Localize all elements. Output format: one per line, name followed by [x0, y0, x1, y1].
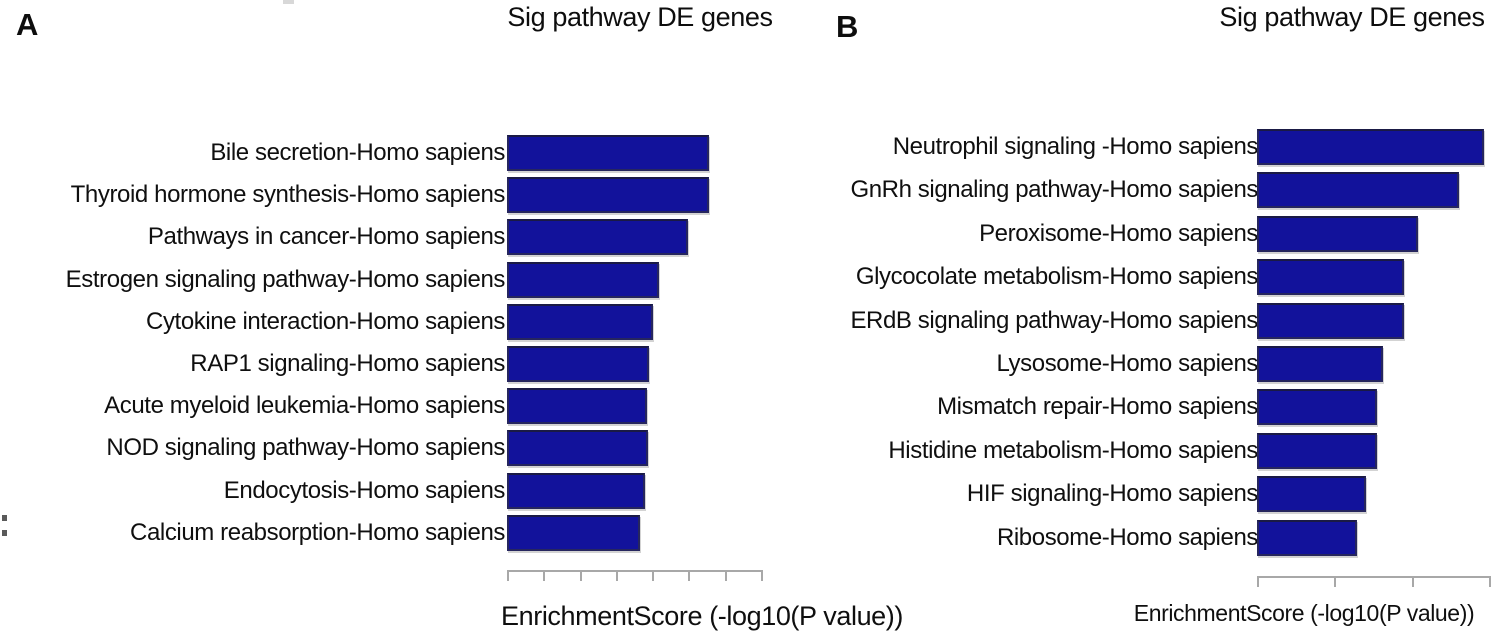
- x-axis-tick: [507, 570, 509, 581]
- bar: [507, 388, 647, 424]
- bar: [507, 219, 688, 255]
- bar: [1257, 303, 1404, 339]
- bar: [507, 515, 640, 551]
- x-axis-tick: [652, 570, 654, 581]
- panel-b-x-axis-label: EnrichmentScore (-log10(P value)): [1133, 600, 1475, 626]
- scan-artifact-left-dot-2: [2, 530, 7, 536]
- x-axis-tick: [580, 570, 582, 581]
- bar: [1257, 346, 1383, 382]
- scan-artifact-top: [283, 0, 294, 4]
- panel-a-title: Sig pathway DE genes: [507, 2, 773, 32]
- bar-label: Cytokine interaction-Homo sapiens: [146, 308, 505, 335]
- x-axis-tick: [616, 570, 618, 581]
- x-axis-tick: [688, 570, 690, 581]
- bar-label: Ribosome-Homo sapiens: [996, 524, 1258, 551]
- bar: [1257, 389, 1377, 425]
- scan-artifact-left-dot-1: [2, 515, 7, 521]
- bar: [1257, 520, 1357, 556]
- bar-label: Histidine metabolism-Homo sapiens: [888, 437, 1258, 464]
- bar: [507, 262, 659, 298]
- bar-label: Endocytosis-Homo sapiens: [223, 477, 506, 504]
- bar-label: Peroxisome-Homo sapiens: [979, 220, 1258, 247]
- bar-label: Bile secretion-Homo sapiens: [210, 139, 505, 166]
- bar: [507, 473, 645, 509]
- x-axis-tick: [1257, 576, 1259, 587]
- x-axis-tick: [761, 570, 763, 581]
- bar: [507, 430, 648, 466]
- bar: [507, 304, 653, 340]
- panel-b-title: Sig pathway DE genes: [1219, 2, 1485, 32]
- bar: [1257, 433, 1377, 469]
- bar-label: Thyroid hormone synthesis-Homo sapiens: [70, 181, 506, 208]
- bar-label: HIF signaling-Homo sapiens: [966, 480, 1258, 507]
- bar: [507, 177, 709, 213]
- bar-label: GnRh signaling pathway-Homo sapiens: [850, 176, 1258, 203]
- bar-label: RAP1 signaling-Homo sapiens: [190, 350, 505, 377]
- bar-label: Calcium reabsorption-Homo sapiens: [130, 519, 505, 546]
- x-axis-tick: [543, 570, 545, 581]
- bar-label: Pathways in cancer-Homo sapiens: [147, 223, 506, 250]
- bar-label: Acute myeloid leukemia-Homo sapiens: [104, 392, 505, 419]
- x-axis-tick: [1334, 576, 1336, 587]
- bar-label: ERdB signaling pathway-Homo sapiens: [850, 307, 1258, 334]
- bar-label: Mismatch repair-Homo sapiens: [937, 393, 1258, 420]
- bar: [507, 135, 709, 171]
- bar: [507, 346, 649, 382]
- panel-b-letter: B: [836, 9, 859, 44]
- panel-a-letter: A: [16, 7, 39, 42]
- bar: [1257, 129, 1484, 165]
- bar-label: NOD signaling pathway-Homo sapiens: [106, 434, 505, 461]
- bar: [1257, 172, 1459, 208]
- bar-label: Neutrophil signaling -Homo sapiens: [892, 133, 1259, 160]
- x-axis-line: [507, 570, 763, 572]
- bar-label: Glycocolate metabolism-Homo sapiens: [855, 263, 1259, 290]
- bar-label: Lysosome-Homo sapiens: [996, 350, 1259, 377]
- x-axis-tick: [725, 570, 727, 581]
- x-axis-tick: [1412, 576, 1414, 587]
- x-axis-tick: [1489, 576, 1491, 587]
- bar-label: Estrogen signaling pathway-Homo sapiens: [65, 266, 506, 293]
- bar: [1257, 476, 1366, 512]
- bar: [1257, 259, 1404, 295]
- x-axis-line: [1257, 576, 1491, 578]
- bar: [1257, 216, 1418, 252]
- panel-a-x-axis-label: EnrichmentScore (-log10(P value)): [501, 601, 903, 631]
